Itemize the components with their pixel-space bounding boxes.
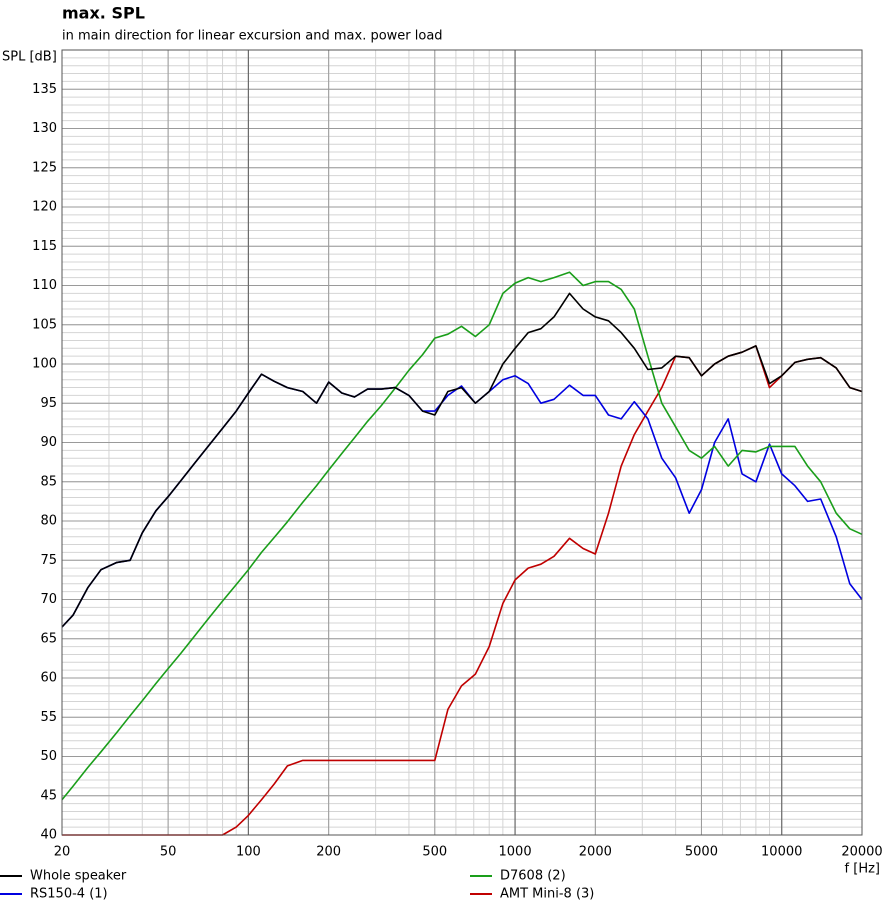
y-tick-label: 75 (40, 553, 57, 568)
legend-label: Whole speaker (30, 869, 127, 884)
x-axis-label: f [Hz] (845, 862, 880, 877)
x-tick-label: 10000 (761, 845, 802, 860)
x-tick-label: 1000 (499, 845, 532, 860)
y-tick-label: 120 (32, 200, 57, 215)
y-tick-label: 90 (40, 435, 57, 450)
x-tick-label: 200 (316, 845, 341, 860)
y-tick-label: 60 (40, 671, 57, 686)
y-tick-label: 110 (32, 278, 57, 293)
series-line (61, 373, 863, 628)
x-tick-label: 500 (422, 845, 447, 860)
plot-lines (61, 271, 863, 836)
grid (61, 49, 863, 836)
x-tick-label: 2000 (579, 845, 612, 860)
series-line (61, 271, 863, 801)
x-tick-label: 100 (236, 845, 261, 860)
legend-label: D7608 (2) (500, 869, 566, 884)
legend-label: RS150-4 (1) (30, 887, 108, 902)
y-tick-label: 70 (40, 592, 57, 607)
y-tick-label: 105 (32, 317, 57, 332)
y-tick-label: 95 (40, 396, 57, 411)
y-tick-label: 115 (32, 239, 57, 254)
x-tick-label: 20000 (841, 845, 882, 860)
y-tick-label: 55 (40, 710, 57, 725)
x-tick-label: 50 (160, 845, 177, 860)
y-tick-label: 85 (40, 474, 57, 489)
legend-label: AMT Mini-8 (3) (500, 887, 594, 902)
y-tick-label: 40 (40, 828, 57, 843)
y-tick-label: 65 (40, 631, 57, 646)
y-tick-label: 130 (32, 121, 57, 136)
series-line (61, 292, 863, 628)
y-tick-label: 50 (40, 749, 57, 764)
y-tick-label: 135 (32, 82, 57, 97)
x-tick-label: 5000 (685, 845, 718, 860)
y-tick-label: 125 (32, 160, 57, 175)
y-axis-label: SPL [dB] (2, 50, 57, 65)
plot-frame (61, 49, 863, 836)
x-tick-label: 20 (54, 845, 71, 860)
y-tick-label: 80 (40, 514, 57, 529)
y-tick-label: 45 (40, 788, 57, 803)
chart-title: max. SPL (62, 4, 145, 23)
chart-subtitle: in main direction for linear excursion a… (62, 29, 443, 44)
y-tick-label: 100 (32, 357, 57, 372)
